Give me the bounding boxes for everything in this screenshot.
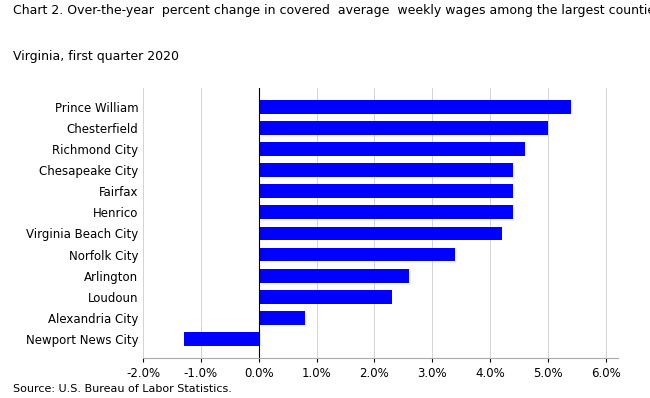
Bar bbox=[259, 205, 514, 219]
Bar bbox=[259, 226, 502, 240]
Bar bbox=[259, 248, 456, 261]
Bar bbox=[259, 121, 548, 135]
Bar bbox=[259, 311, 305, 325]
Text: Chart 2. Over-the-year  percent change in covered  average  weekly wages among t: Chart 2. Over-the-year percent change in… bbox=[13, 4, 650, 17]
Bar bbox=[259, 184, 514, 198]
Bar bbox=[259, 290, 392, 304]
Text: Virginia, first quarter 2020: Virginia, first quarter 2020 bbox=[13, 50, 179, 63]
Bar bbox=[183, 332, 259, 346]
Bar bbox=[259, 100, 571, 113]
Bar bbox=[259, 163, 514, 177]
Text: Source: U.S. Bureau of Labor Statistics.: Source: U.S. Bureau of Labor Statistics. bbox=[13, 384, 232, 394]
Bar bbox=[259, 269, 410, 283]
Bar bbox=[259, 142, 525, 156]
